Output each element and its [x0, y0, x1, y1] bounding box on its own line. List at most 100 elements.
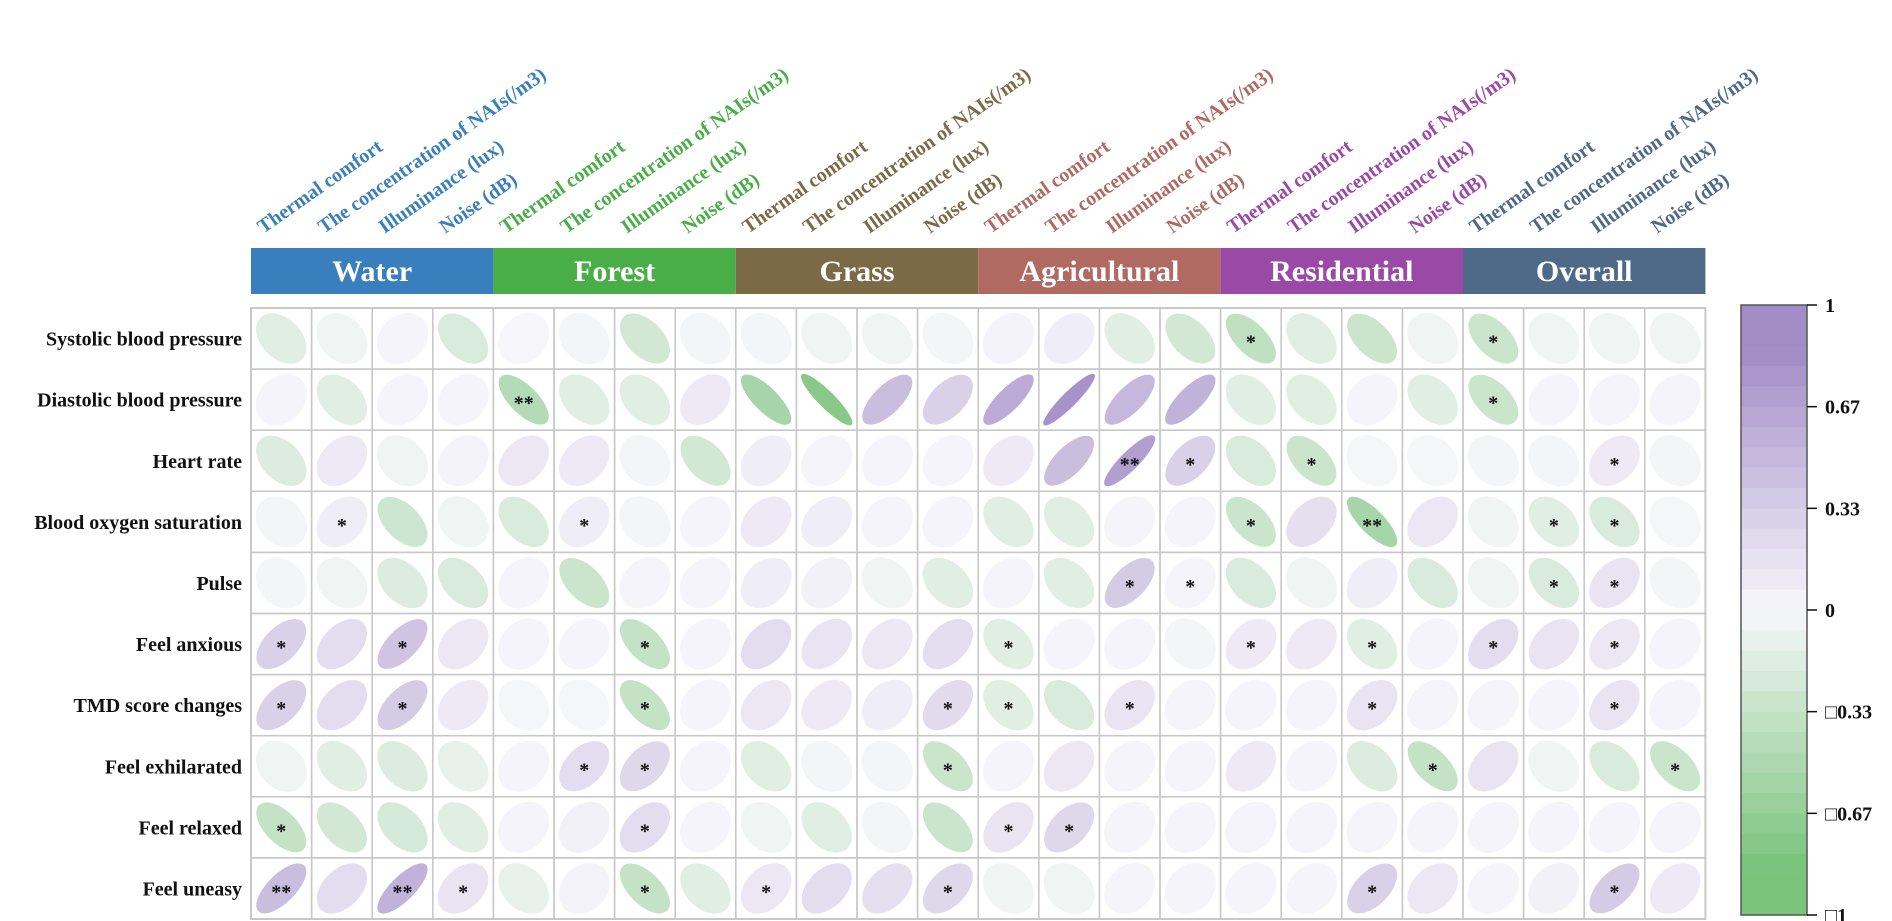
correlation-ellipse — [255, 557, 307, 609]
correlation-ellipse — [922, 680, 974, 731]
correlation-ellipse — [255, 740, 307, 792]
correlation-ellipse — [619, 680, 670, 731]
correlation-ellipse — [316, 557, 368, 609]
significance-mark: * — [1004, 637, 1014, 659]
correlation-ellipse — [1468, 618, 1519, 670]
correlation-ellipse — [1104, 496, 1156, 548]
correlation-ellipse — [1164, 740, 1216, 792]
correlation-ellipse — [1528, 496, 1580, 548]
significance-mark: * — [1367, 881, 1377, 903]
correlation-ellipse — [1043, 373, 1095, 426]
colorbar-segment — [1741, 874, 1807, 896]
significance-mark: * — [1185, 454, 1195, 476]
correlation-ellipse — [983, 802, 1034, 853]
correlation-ellipse — [437, 802, 489, 853]
correlation-ellipse — [1649, 496, 1701, 548]
correlation-ellipse — [316, 863, 368, 914]
correlation-ellipse — [1225, 496, 1276, 547]
row-label: Feel exhilarated — [105, 756, 242, 778]
correlation-ellipse — [1104, 557, 1155, 608]
correlation-ellipse — [619, 619, 670, 670]
correlation-ellipse — [1165, 313, 1216, 364]
correlation-ellipse — [982, 313, 1035, 365]
colorbar-segment — [1741, 772, 1807, 794]
correlation-ellipse — [1225, 740, 1277, 792]
row-label: Heart rate — [153, 451, 243, 473]
correlation-ellipse — [922, 802, 973, 853]
correlation-ellipse — [619, 435, 671, 487]
correlation-ellipse — [377, 741, 428, 792]
colorbar-segment — [1741, 691, 1807, 713]
correlation-ellipse — [619, 863, 670, 914]
correlation-ellipse — [1407, 801, 1459, 853]
correlation-ellipse — [983, 679, 1034, 731]
correlation-ellipse — [316, 435, 368, 487]
group-label: Agricultural — [1019, 255, 1179, 288]
correlation-ellipse — [982, 740, 1035, 792]
correlation-ellipse — [861, 801, 913, 853]
correlation-ellipse — [801, 863, 852, 914]
column-label: The concentration of NAIs(/m3) — [1526, 64, 1762, 238]
correlation-ellipse — [1468, 313, 1519, 364]
correlation-ellipse — [1225, 435, 1277, 486]
correlation-ellipse — [1104, 618, 1156, 670]
correlation-ellipse — [740, 557, 792, 609]
correlation-ellipse — [1528, 374, 1580, 426]
significance-mark: ** — [1120, 454, 1140, 476]
correlation-ellipse — [922, 435, 974, 487]
correlation-ellipse — [1286, 313, 1337, 364]
correlation-ellipse — [1165, 374, 1216, 425]
correlation-ellipse — [861, 740, 913, 792]
significance-mark: * — [1004, 820, 1014, 842]
significance-mark: * — [1610, 637, 1620, 659]
correlation-ellipse — [619, 741, 670, 792]
significance-mark: * — [276, 820, 286, 842]
correlation-ellipse — [679, 801, 732, 853]
correlation-ellipse — [558, 679, 610, 731]
colorbar-tick-label: 1 — [1825, 295, 1835, 317]
correlation-ellipse — [619, 557, 671, 609]
correlation-ellipse — [1407, 435, 1459, 487]
colorbar-tick-label: □0.67 — [1825, 803, 1872, 825]
correlation-ellipse — [256, 435, 307, 486]
correlation-ellipse — [1528, 862, 1580, 914]
correlation-ellipse — [922, 496, 974, 548]
correlation-ellipse — [1285, 740, 1338, 792]
colorbar-segment — [1741, 366, 1807, 387]
significance-mark: * — [640, 637, 650, 659]
correlation-ellipse — [982, 557, 1035, 609]
correlation-ellipse — [862, 374, 913, 425]
correlation-ellipse — [801, 679, 853, 731]
correlation-ellipse — [1043, 313, 1095, 364]
correlation-ellipse — [1589, 496, 1640, 547]
correlation-ellipse — [983, 374, 1034, 425]
correlation-ellipse — [1286, 435, 1337, 486]
row-label: Blood oxygen saturation — [34, 512, 242, 534]
significance-mark: * — [1125, 698, 1135, 720]
colorbar-tick-label: 0 — [1825, 600, 1835, 622]
significance-mark: * — [1549, 515, 1559, 537]
correlation-ellipse — [437, 435, 489, 487]
correlation-ellipse — [740, 863, 792, 914]
correlation-ellipse — [1407, 679, 1459, 731]
correlation-ellipse — [680, 863, 731, 914]
correlation-ellipse — [1225, 679, 1277, 731]
correlation-ellipse — [316, 680, 368, 731]
correlation-ellipse — [1104, 313, 1155, 364]
correlation-ellipse — [1043, 557, 1095, 609]
correlation-ellipse — [1043, 740, 1095, 792]
correlation-ellipse — [1528, 313, 1580, 365]
correlation-ellipse — [437, 313, 489, 364]
correlation-ellipse — [498, 496, 549, 547]
significance-mark: * — [1488, 637, 1498, 659]
significance-mark: * — [1670, 759, 1680, 781]
significance-mark: * — [1367, 698, 1377, 720]
correlation-ellipse — [255, 374, 307, 426]
correlation-ellipse — [1164, 618, 1216, 670]
correlation-ellipse — [1286, 557, 1337, 609]
correlation-ellipse — [1528, 618, 1580, 670]
correlation-ellipse — [983, 862, 1034, 914]
significance-mark: * — [1004, 698, 1014, 720]
correlation-ellipse — [1589, 741, 1640, 792]
colorbar-segment — [1741, 549, 1807, 570]
